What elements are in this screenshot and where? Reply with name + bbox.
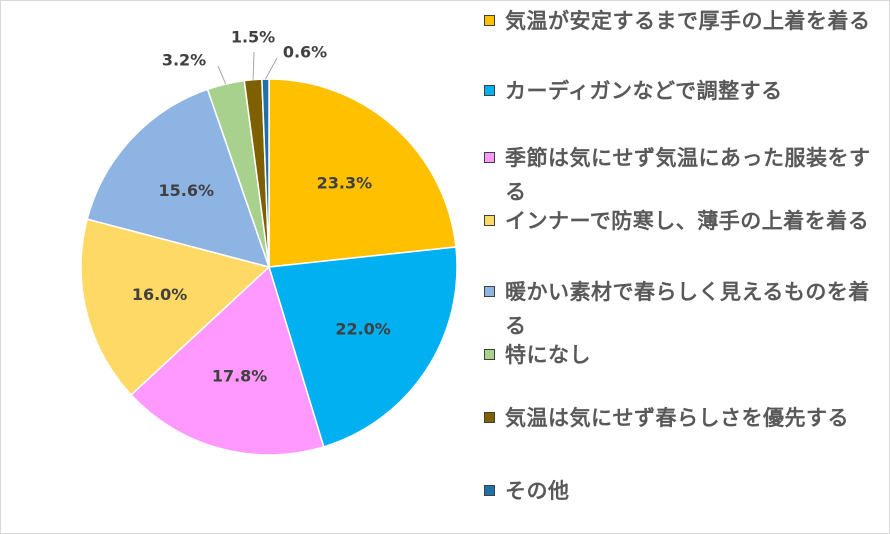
leader-line (252, 51, 255, 80)
legend-swatch (484, 412, 495, 423)
legend-swatch (484, 215, 495, 226)
pie-chart: 23.3% 22.0% 17.8% 16.0% 15.6% 3.2% 1.5% 0.6% (80, 28, 458, 456)
data-label: 22.0% (335, 320, 391, 339)
legend-label: インナーで防寒し、薄手の上着を着る (505, 209, 870, 233)
pie-slice (261, 78, 270, 268)
pie-slice (268, 246, 458, 448)
leader-line (265, 57, 278, 80)
data-label: 1.5% (231, 28, 275, 47)
data-label: 15.6% (159, 181, 215, 200)
legend-item: 特になし (484, 338, 880, 372)
legend-swatch (484, 15, 495, 26)
legend-item: 気温は気にせず春らしさを優先する (484, 401, 880, 435)
legend-item: 季節は気にせず気温にあった服装をする (484, 141, 880, 209)
legend-swatch (484, 85, 495, 96)
legend-swatch (484, 152, 495, 163)
data-label: 16.0% (132, 285, 188, 304)
legend-swatch (484, 286, 495, 297)
legend-label: 気温は気にせず春らしさを優先する (505, 406, 849, 430)
legend-label: 気温が安定するまで厚手の上着を着る (505, 9, 871, 33)
legend-swatch (484, 349, 495, 360)
leader-line (217, 65, 227, 85)
legend-label: その他 (505, 479, 570, 503)
pie-slice (80, 218, 271, 396)
data-label: 3.2% (162, 51, 206, 70)
legend-label: カーディガンなどで調整する (505, 79, 783, 103)
data-label: 17.8% (212, 366, 268, 385)
data-label: 23.3% (317, 174, 373, 193)
legend-item: 暖かい素材で春らしく見えるものを着る (484, 275, 880, 343)
legend-label: 季節は気にせず気温にあった服装をする (505, 146, 871, 204)
legend-item: インナーで防寒し、薄手の上着を着る (484, 204, 880, 238)
data-label: 0.6% (283, 43, 327, 62)
pie-slice (130, 265, 325, 456)
legend-item: その他 (484, 474, 880, 508)
legend-item: カーディガンなどで調整する (484, 74, 880, 108)
legend-label: 暖かい素材で春らしく見えるものを着る (505, 280, 870, 338)
legend-label: 特になし (505, 343, 591, 367)
legend-swatch (484, 485, 495, 496)
pie-slice (86, 88, 271, 269)
legend-item: 気温が安定するまで厚手の上着を着る (484, 4, 880, 38)
pie-slice (268, 78, 457, 268)
